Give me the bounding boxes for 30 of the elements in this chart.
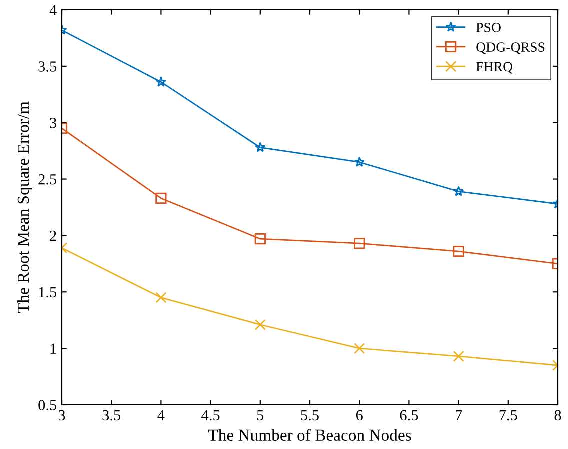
- legend-label: QDG-QRSS: [476, 42, 545, 54]
- y-tick-label: 3: [50, 118, 57, 128]
- point: [254, 234, 266, 245]
- x-axis-title: The Number of Beacon Nodes: [208, 429, 412, 441]
- point: [354, 238, 366, 250]
- y-tick-label: 2: [50, 230, 56, 242]
- x-tick-label: 6.5: [400, 410, 418, 421]
- legend-label: FHRQ: [476, 62, 513, 74]
- point: [354, 343, 366, 354]
- point: [354, 156, 365, 167]
- y-tick-label: 3.5: [38, 62, 57, 72]
- legend-label: PSO: [476, 23, 501, 32]
- x-tick-label: 8: [554, 410, 562, 421]
- x-tick-label: 7: [456, 410, 462, 420]
- y-tick-label: 2.5: [38, 174, 57, 185]
- y-tick-label: 4: [50, 5, 57, 16]
- y-tick-label: 1: [50, 344, 56, 354]
- x-tick-label: 7.5: [500, 410, 518, 421]
- point: [255, 142, 266, 152]
- point: [254, 319, 266, 330]
- x-tick-label: 5.5: [301, 410, 319, 421]
- y-axis-title: The Root Mean Square Error/m: [17, 102, 32, 314]
- x-tick-label: 4.5: [202, 410, 220, 421]
- x-tick-label: 5: [257, 410, 264, 421]
- x-tick-label: 3: [58, 410, 66, 421]
- x-tick-label: 6: [356, 410, 363, 421]
- x-tick-label: 4: [158, 410, 165, 420]
- y-tick-label: 0.5: [38, 400, 57, 411]
- x-tick-label: 3.5: [102, 410, 121, 421]
- y-tick-label: 1.5: [39, 287, 57, 298]
